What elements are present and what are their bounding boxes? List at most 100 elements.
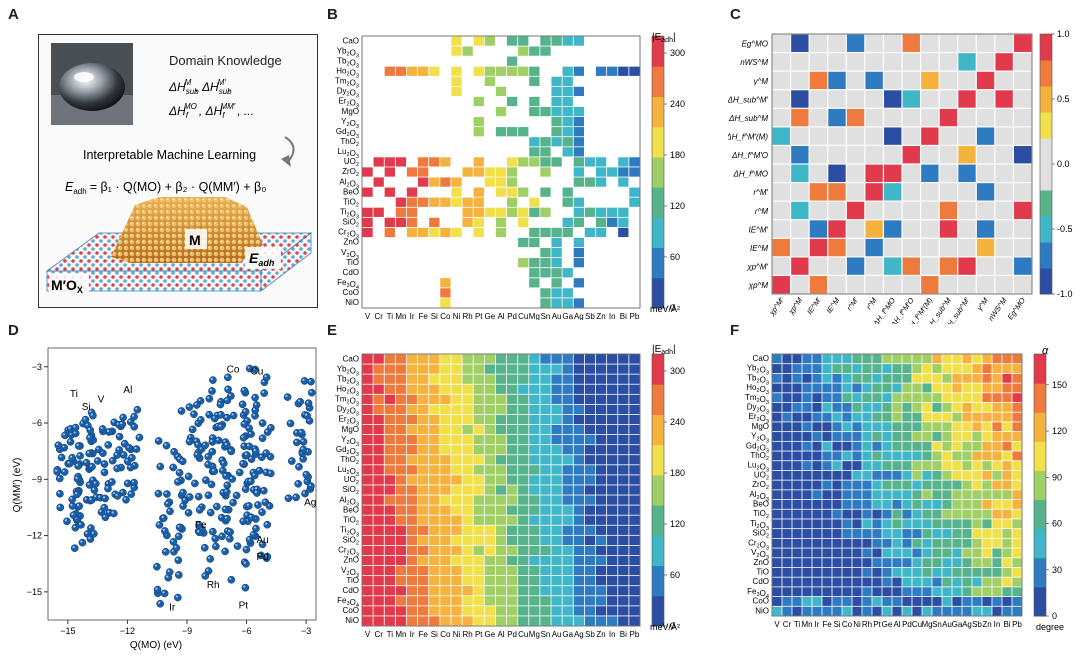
b-row-label: Er2O3 — [339, 97, 359, 110]
f-cell — [912, 509, 922, 519]
d-point-highlight — [74, 492, 78, 495]
d-point — [130, 478, 138, 487]
panel-a-box: Domain Knowledge ΔHsubM, ΔHsubM′, ΔHfMO,… — [38, 34, 318, 308]
d-point-highlight — [156, 438, 159, 441]
b-cell — [529, 278, 540, 288]
d-point-highlight — [220, 468, 223, 471]
d-point-highlight — [244, 418, 248, 421]
f-cbar-tick-label: 150 — [1052, 380, 1067, 390]
f-cell — [962, 490, 972, 500]
c-cell — [828, 276, 846, 294]
b-row-label: Ti2O3 — [340, 208, 359, 221]
e-cell — [384, 495, 395, 505]
d-point — [93, 457, 102, 465]
e-cell — [429, 535, 440, 546]
e-cell — [395, 364, 407, 374]
f-cell — [952, 519, 962, 529]
b-row-labels: CaOYb2O3Tb2O3Ho2O3Tm2O3Dy2O3Er2O3MgOY2O3… — [335, 36, 359, 307]
e-cell — [473, 424, 484, 435]
b-cell — [451, 66, 462, 76]
e-cbar-segment — [652, 474, 664, 506]
d-point — [258, 419, 267, 427]
e-cell — [484, 394, 496, 404]
f-cell — [962, 596, 972, 606]
e-cell — [384, 555, 395, 566]
e-cell — [484, 354, 496, 364]
e-cell — [484, 525, 496, 535]
f-cell — [982, 432, 992, 441]
e-cell — [451, 485, 462, 495]
f-cell — [1012, 529, 1022, 538]
e-cell — [462, 485, 473, 495]
d-point-highlight — [72, 545, 75, 549]
b-cell — [418, 227, 429, 238]
c-cell — [902, 257, 920, 275]
c-cell — [809, 146, 828, 164]
b-cell — [562, 197, 573, 207]
e-cell — [429, 475, 440, 485]
d-point-highlight — [117, 434, 120, 437]
c-cell — [939, 146, 958, 164]
f-cell — [962, 606, 972, 616]
c-cell — [791, 108, 809, 127]
c-cell — [828, 238, 846, 257]
f-cell — [932, 364, 942, 374]
d-point — [89, 411, 97, 420]
b-cell — [562, 127, 573, 137]
f-cell — [842, 470, 852, 480]
c-cell — [939, 71, 958, 90]
d-point — [175, 523, 184, 532]
f-cell — [862, 373, 872, 383]
e-cell — [495, 515, 507, 525]
d-point-highlight — [195, 452, 198, 455]
d-point — [69, 511, 78, 519]
b-col-label: Rh — [463, 312, 473, 320]
f-cell — [882, 383, 892, 393]
e-cell — [418, 445, 429, 455]
c-cell — [884, 183, 902, 201]
d-point-highlight — [176, 558, 179, 561]
e-cell — [418, 586, 429, 596]
c-col-label: Eg^MO — [1006, 296, 1028, 322]
e-cell — [418, 465, 429, 475]
f-cell — [872, 529, 882, 538]
b-cell — [607, 217, 618, 228]
d-point-highlight — [137, 435, 140, 438]
d-point — [240, 386, 249, 395]
f-cell — [772, 441, 782, 451]
e-cell — [551, 606, 562, 616]
e-col-label: Ir — [410, 630, 415, 639]
e-cell — [540, 515, 551, 525]
f-cell — [952, 470, 962, 480]
b-cell — [418, 167, 429, 177]
d-point — [185, 437, 194, 446]
f-cell — [912, 567, 922, 577]
e-cell — [373, 616, 384, 626]
c-cell — [958, 71, 976, 90]
d-point-highlight — [224, 489, 227, 492]
b-cell — [495, 177, 507, 187]
b-col-label: Pd — [507, 312, 517, 320]
f-cell — [852, 402, 862, 412]
c-cell — [902, 164, 920, 182]
f-cell — [912, 519, 922, 529]
f-cbar-segment — [1034, 557, 1046, 588]
e-cell — [451, 515, 462, 525]
e-cell — [373, 445, 384, 455]
d-point-highlight — [85, 423, 88, 426]
f-cbar-unit: degree — [1036, 622, 1064, 632]
c-cell — [958, 108, 976, 127]
c-cell — [772, 34, 790, 52]
e-cell — [418, 364, 429, 374]
f-cell — [952, 422, 962, 432]
e-cell — [551, 364, 562, 374]
f-cell — [812, 412, 822, 422]
e-cell — [418, 354, 429, 364]
e-cell — [462, 525, 473, 535]
f-cbar-segment — [1034, 499, 1046, 530]
f-cell — [902, 577, 912, 587]
e-cell — [373, 505, 384, 515]
f-cell — [932, 441, 942, 451]
b-cell — [562, 298, 573, 308]
e-cell — [451, 465, 462, 475]
